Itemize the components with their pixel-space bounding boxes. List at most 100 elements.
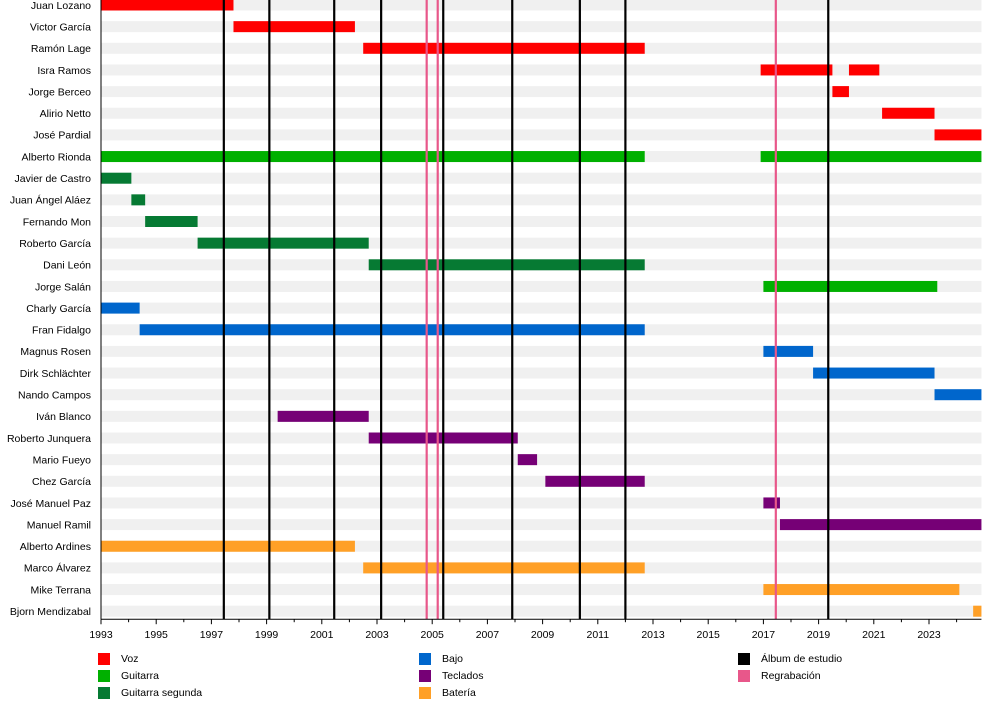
row-background xyxy=(101,280,982,292)
member-bar xyxy=(145,216,198,227)
member-bar xyxy=(832,86,849,98)
member-label: Jorge Berceo xyxy=(29,86,92,98)
member-bar xyxy=(763,345,814,357)
x-tick-label: 1993 xyxy=(89,629,113,641)
member-bar xyxy=(197,237,369,249)
row-background xyxy=(101,216,982,227)
member-label: Marco Álvarez xyxy=(24,562,91,575)
member-label: Manuel Ramil xyxy=(27,519,91,531)
member-bar xyxy=(848,64,880,76)
row-background xyxy=(101,475,982,487)
member-label: Alberto Rionda xyxy=(22,151,92,163)
row-background xyxy=(101,302,982,314)
member-label: Magnus Rosen xyxy=(20,346,91,358)
member-label: Mario Fueyo xyxy=(33,454,92,466)
x-tick-label: 2011 xyxy=(587,629,610,641)
member-bar xyxy=(101,540,355,552)
member-bar xyxy=(368,259,645,271)
member-label: Chez García xyxy=(32,476,91,488)
row-background xyxy=(101,389,982,401)
member-bar xyxy=(277,410,369,422)
member-bar xyxy=(545,475,645,487)
member-bar xyxy=(131,194,146,206)
member-label: Roberto García xyxy=(19,238,91,250)
member-bars xyxy=(101,0,982,617)
member-label: Isra Ramos xyxy=(37,65,91,77)
member-bar xyxy=(363,562,645,574)
member-bar xyxy=(763,584,960,596)
member-label: Jorge Salán xyxy=(35,281,91,293)
row-background xyxy=(101,107,982,119)
member-bar xyxy=(363,42,645,54)
row-background xyxy=(101,519,982,531)
member-label: Iván Blanco xyxy=(36,411,91,423)
row-background xyxy=(101,64,982,76)
row-background xyxy=(101,21,982,33)
row-background xyxy=(101,172,982,184)
x-tick-label: 1999 xyxy=(255,629,279,641)
member-label: José Pardial xyxy=(33,130,91,142)
x-tick-label: 2023 xyxy=(917,629,941,641)
member-bar xyxy=(101,302,140,314)
row-background xyxy=(101,584,982,596)
member-label: Nando Campos xyxy=(18,390,91,402)
member-bar xyxy=(882,107,935,119)
member-label: José Manuel Paz xyxy=(10,498,91,510)
member-bar xyxy=(934,129,982,141)
member-bar xyxy=(760,151,982,163)
member-label: Dirk Schlächter xyxy=(20,368,92,380)
row-background xyxy=(101,432,982,444)
x-tick-label: 2019 xyxy=(807,629,831,641)
member-label: Dani León xyxy=(43,260,91,272)
member-label: Mike Terrana xyxy=(31,584,92,596)
member-label: Charly García xyxy=(26,303,91,315)
row-background xyxy=(101,605,982,617)
row-background xyxy=(101,410,982,422)
x-tick-label: 1997 xyxy=(200,629,224,641)
row-background xyxy=(101,86,982,98)
member-label: Victor García xyxy=(30,21,91,33)
member-label: Alberto Ardines xyxy=(20,541,91,553)
row-background xyxy=(101,497,982,509)
member-label: Bjorn Mendizabal xyxy=(10,606,91,618)
member-label: Alirio Netto xyxy=(40,108,92,120)
member-bar xyxy=(934,389,982,401)
x-tick-label: 2009 xyxy=(531,629,555,641)
x-tick-label: 2005 xyxy=(421,629,445,641)
member-label: Juan Ángel Aláez xyxy=(10,194,91,207)
x-tick-label: 2003 xyxy=(365,629,389,641)
x-axis: 1993 1995 1997 1999 2001 2003 2005 2007 2009 2011… xyxy=(89,0,982,641)
member-label: Javier de Castro xyxy=(15,173,92,185)
member-label: Ramón Lage xyxy=(31,43,91,55)
row-background xyxy=(101,0,982,11)
member-bar xyxy=(101,0,234,11)
member-bar xyxy=(139,324,645,336)
x-tick-label: 2021 xyxy=(862,629,886,641)
row-background xyxy=(101,237,982,249)
member-bar xyxy=(517,454,538,466)
row-background xyxy=(101,367,982,379)
row-background xyxy=(101,345,982,357)
member-bar xyxy=(101,172,132,184)
member-bar xyxy=(763,497,780,509)
member-label: Juan Lozano xyxy=(31,0,91,12)
x-tick-label: 2015 xyxy=(697,629,721,641)
member-bar xyxy=(813,367,935,379)
x-tick-label: 2013 xyxy=(641,629,665,641)
member-labels: Juan Lozano Victor García Ramón Lage Isra R… xyxy=(7,0,92,618)
member-bar xyxy=(233,21,355,33)
member-bar xyxy=(101,151,645,163)
member-bar xyxy=(973,605,982,617)
event-lines xyxy=(222,0,830,620)
member-bar xyxy=(760,64,833,76)
member-bar xyxy=(779,519,982,531)
x-tick-label: 2007 xyxy=(476,629,500,641)
row-background xyxy=(101,454,982,466)
member-label: Roberto Junquera xyxy=(7,433,91,445)
x-tick-label: 2001 xyxy=(310,629,334,641)
x-tick-label: 1995 xyxy=(145,629,169,641)
member-bar xyxy=(763,280,938,292)
x-tick-label: 2017 xyxy=(752,629,776,641)
member-label: Fran Fidalgo xyxy=(32,325,91,337)
